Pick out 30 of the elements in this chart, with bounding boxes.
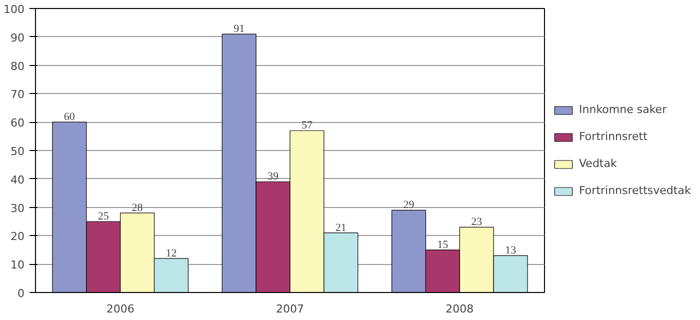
x-tick-label: 2008 xyxy=(446,302,474,316)
y-tick-label: 40 xyxy=(10,173,25,186)
y-tick-label: 10 xyxy=(10,258,25,272)
data-label: 25 xyxy=(98,210,110,222)
y-tick-label: 20 xyxy=(10,230,25,244)
data-label: 60 xyxy=(64,111,76,124)
x-tick-label: 2007 xyxy=(276,302,304,316)
legend-label: Innkomne saker xyxy=(579,103,667,116)
legend-label: Fortrinnsrettsvedtak xyxy=(579,184,691,197)
y-tick-label: 100 xyxy=(4,3,25,16)
data-label: 13 xyxy=(505,244,517,257)
y-tick-label: 70 xyxy=(10,88,25,102)
y-tick-label: 90 xyxy=(10,31,25,44)
y-tick-label: 50 xyxy=(10,145,25,158)
legend-label: Vedtak xyxy=(579,157,617,170)
y-tick-label: 60 xyxy=(10,116,25,130)
y-tick-label: 0 xyxy=(18,287,24,300)
data-label: 12 xyxy=(166,247,177,260)
data-label: 39 xyxy=(268,170,280,183)
x-tick-label: 2006 xyxy=(106,302,134,316)
y-tick-label: 80 xyxy=(10,60,25,73)
data-label: 28 xyxy=(132,202,144,214)
legend-label: Fortrinnsrett xyxy=(579,130,648,143)
y-tick-label: 30 xyxy=(10,202,25,215)
data-label: 91 xyxy=(234,23,245,36)
data-label: 21 xyxy=(335,222,346,234)
data-label: 23 xyxy=(471,216,483,228)
data-label: 29 xyxy=(403,199,415,212)
data-label: 57 xyxy=(301,120,313,132)
data-label: 15 xyxy=(437,238,449,251)
